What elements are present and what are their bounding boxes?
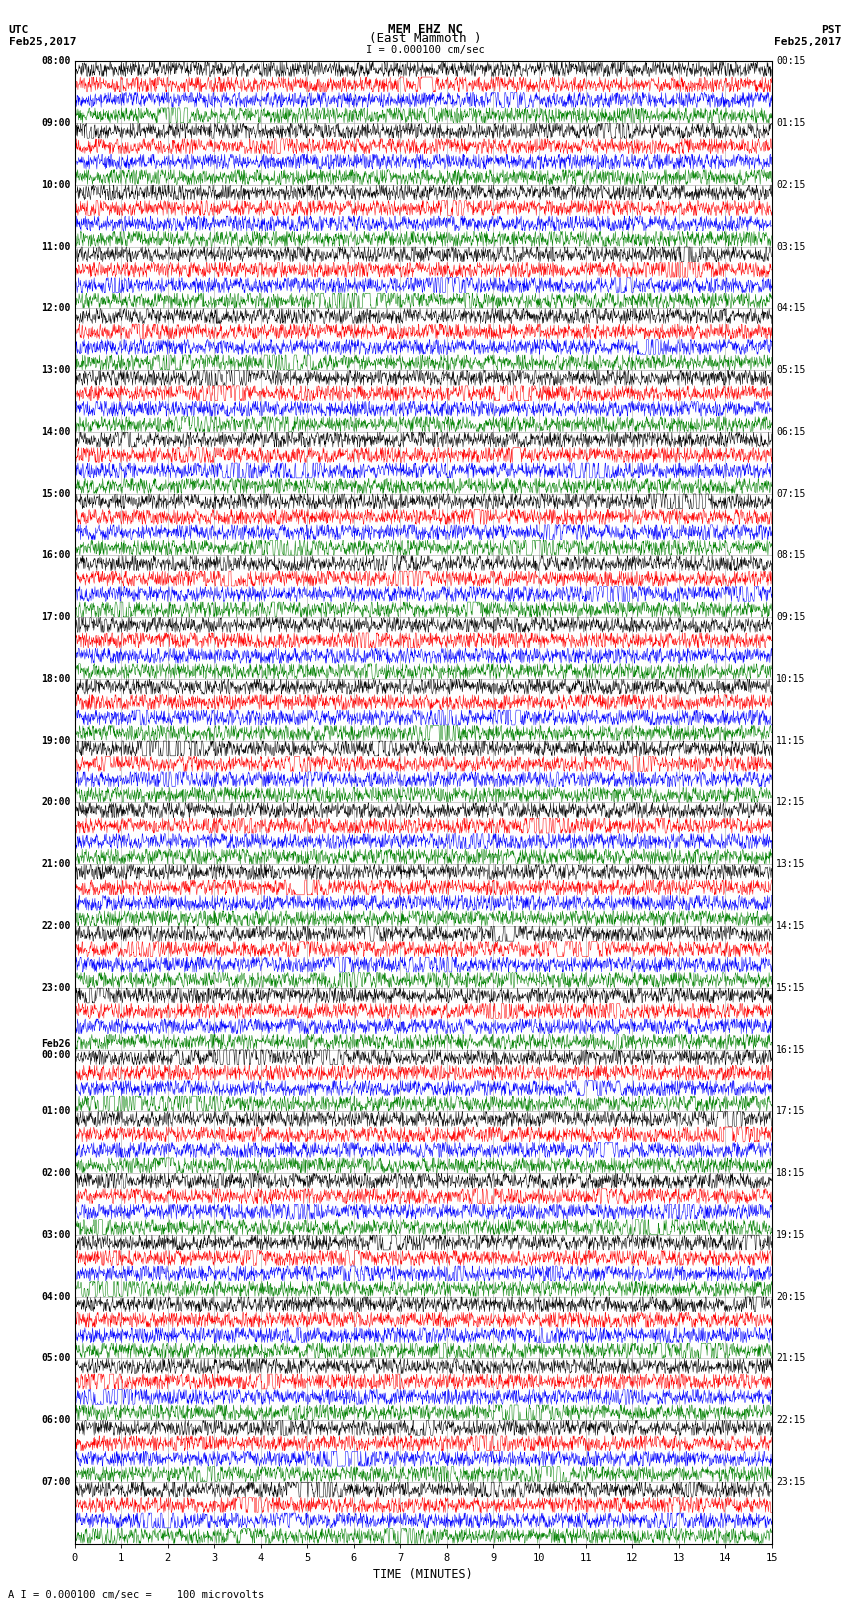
Text: 02:00: 02:00 — [41, 1168, 71, 1177]
Text: 19:15: 19:15 — [776, 1229, 806, 1240]
Text: 20:15: 20:15 — [776, 1292, 806, 1302]
Text: 23:15: 23:15 — [776, 1478, 806, 1487]
Text: 21:00: 21:00 — [41, 860, 71, 869]
Text: 07:15: 07:15 — [776, 489, 806, 498]
Text: Feb26
00:00: Feb26 00:00 — [41, 1039, 71, 1060]
Text: 08:15: 08:15 — [776, 550, 806, 560]
Text: 17:00: 17:00 — [41, 613, 71, 623]
Text: 13:15: 13:15 — [776, 860, 806, 869]
Text: 09:15: 09:15 — [776, 613, 806, 623]
Text: 21:15: 21:15 — [776, 1353, 806, 1363]
Text: MEM EHZ NC: MEM EHZ NC — [388, 23, 462, 37]
Text: 23:00: 23:00 — [41, 982, 71, 992]
Text: 00:15: 00:15 — [776, 56, 806, 66]
Text: 22:15: 22:15 — [776, 1415, 806, 1426]
Text: PST: PST — [821, 26, 842, 35]
Text: 10:15: 10:15 — [776, 674, 806, 684]
Text: 16:15: 16:15 — [776, 1045, 806, 1055]
Text: 03:00: 03:00 — [41, 1229, 71, 1240]
Text: 11:15: 11:15 — [776, 736, 806, 745]
Text: 04:00: 04:00 — [41, 1292, 71, 1302]
Text: 08:00: 08:00 — [41, 56, 71, 66]
Text: 12:15: 12:15 — [776, 797, 806, 808]
Text: Feb25,2017: Feb25,2017 — [8, 37, 76, 47]
Text: 15:00: 15:00 — [41, 489, 71, 498]
Text: 14:15: 14:15 — [776, 921, 806, 931]
Text: 05:00: 05:00 — [41, 1353, 71, 1363]
Text: 06:00: 06:00 — [41, 1415, 71, 1426]
Text: 09:00: 09:00 — [41, 118, 71, 127]
Text: 03:15: 03:15 — [776, 242, 806, 252]
Text: 11:00: 11:00 — [41, 242, 71, 252]
Text: UTC: UTC — [8, 26, 29, 35]
Text: 04:15: 04:15 — [776, 303, 806, 313]
Text: 06:15: 06:15 — [776, 427, 806, 437]
Text: 14:00: 14:00 — [41, 427, 71, 437]
Text: 07:00: 07:00 — [41, 1478, 71, 1487]
Text: 16:00: 16:00 — [41, 550, 71, 560]
Text: 17:15: 17:15 — [776, 1107, 806, 1116]
X-axis label: TIME (MINUTES): TIME (MINUTES) — [373, 1568, 473, 1581]
Text: 01:15: 01:15 — [776, 118, 806, 127]
Text: 13:00: 13:00 — [41, 365, 71, 376]
Text: 12:00: 12:00 — [41, 303, 71, 313]
Text: Feb25,2017: Feb25,2017 — [774, 37, 842, 47]
Text: A I = 0.000100 cm/sec =    100 microvolts: A I = 0.000100 cm/sec = 100 microvolts — [8, 1590, 264, 1600]
Text: 05:15: 05:15 — [776, 365, 806, 376]
Text: 22:00: 22:00 — [41, 921, 71, 931]
Text: 15:15: 15:15 — [776, 982, 806, 992]
Text: 01:00: 01:00 — [41, 1107, 71, 1116]
Text: 19:00: 19:00 — [41, 736, 71, 745]
Text: 02:15: 02:15 — [776, 179, 806, 190]
Text: 20:00: 20:00 — [41, 797, 71, 808]
Text: 18:00: 18:00 — [41, 674, 71, 684]
Text: 18:15: 18:15 — [776, 1168, 806, 1177]
Text: I = 0.000100 cm/sec: I = 0.000100 cm/sec — [366, 45, 484, 55]
Text: (East Mammoth ): (East Mammoth ) — [369, 32, 481, 45]
Text: 10:00: 10:00 — [41, 179, 71, 190]
